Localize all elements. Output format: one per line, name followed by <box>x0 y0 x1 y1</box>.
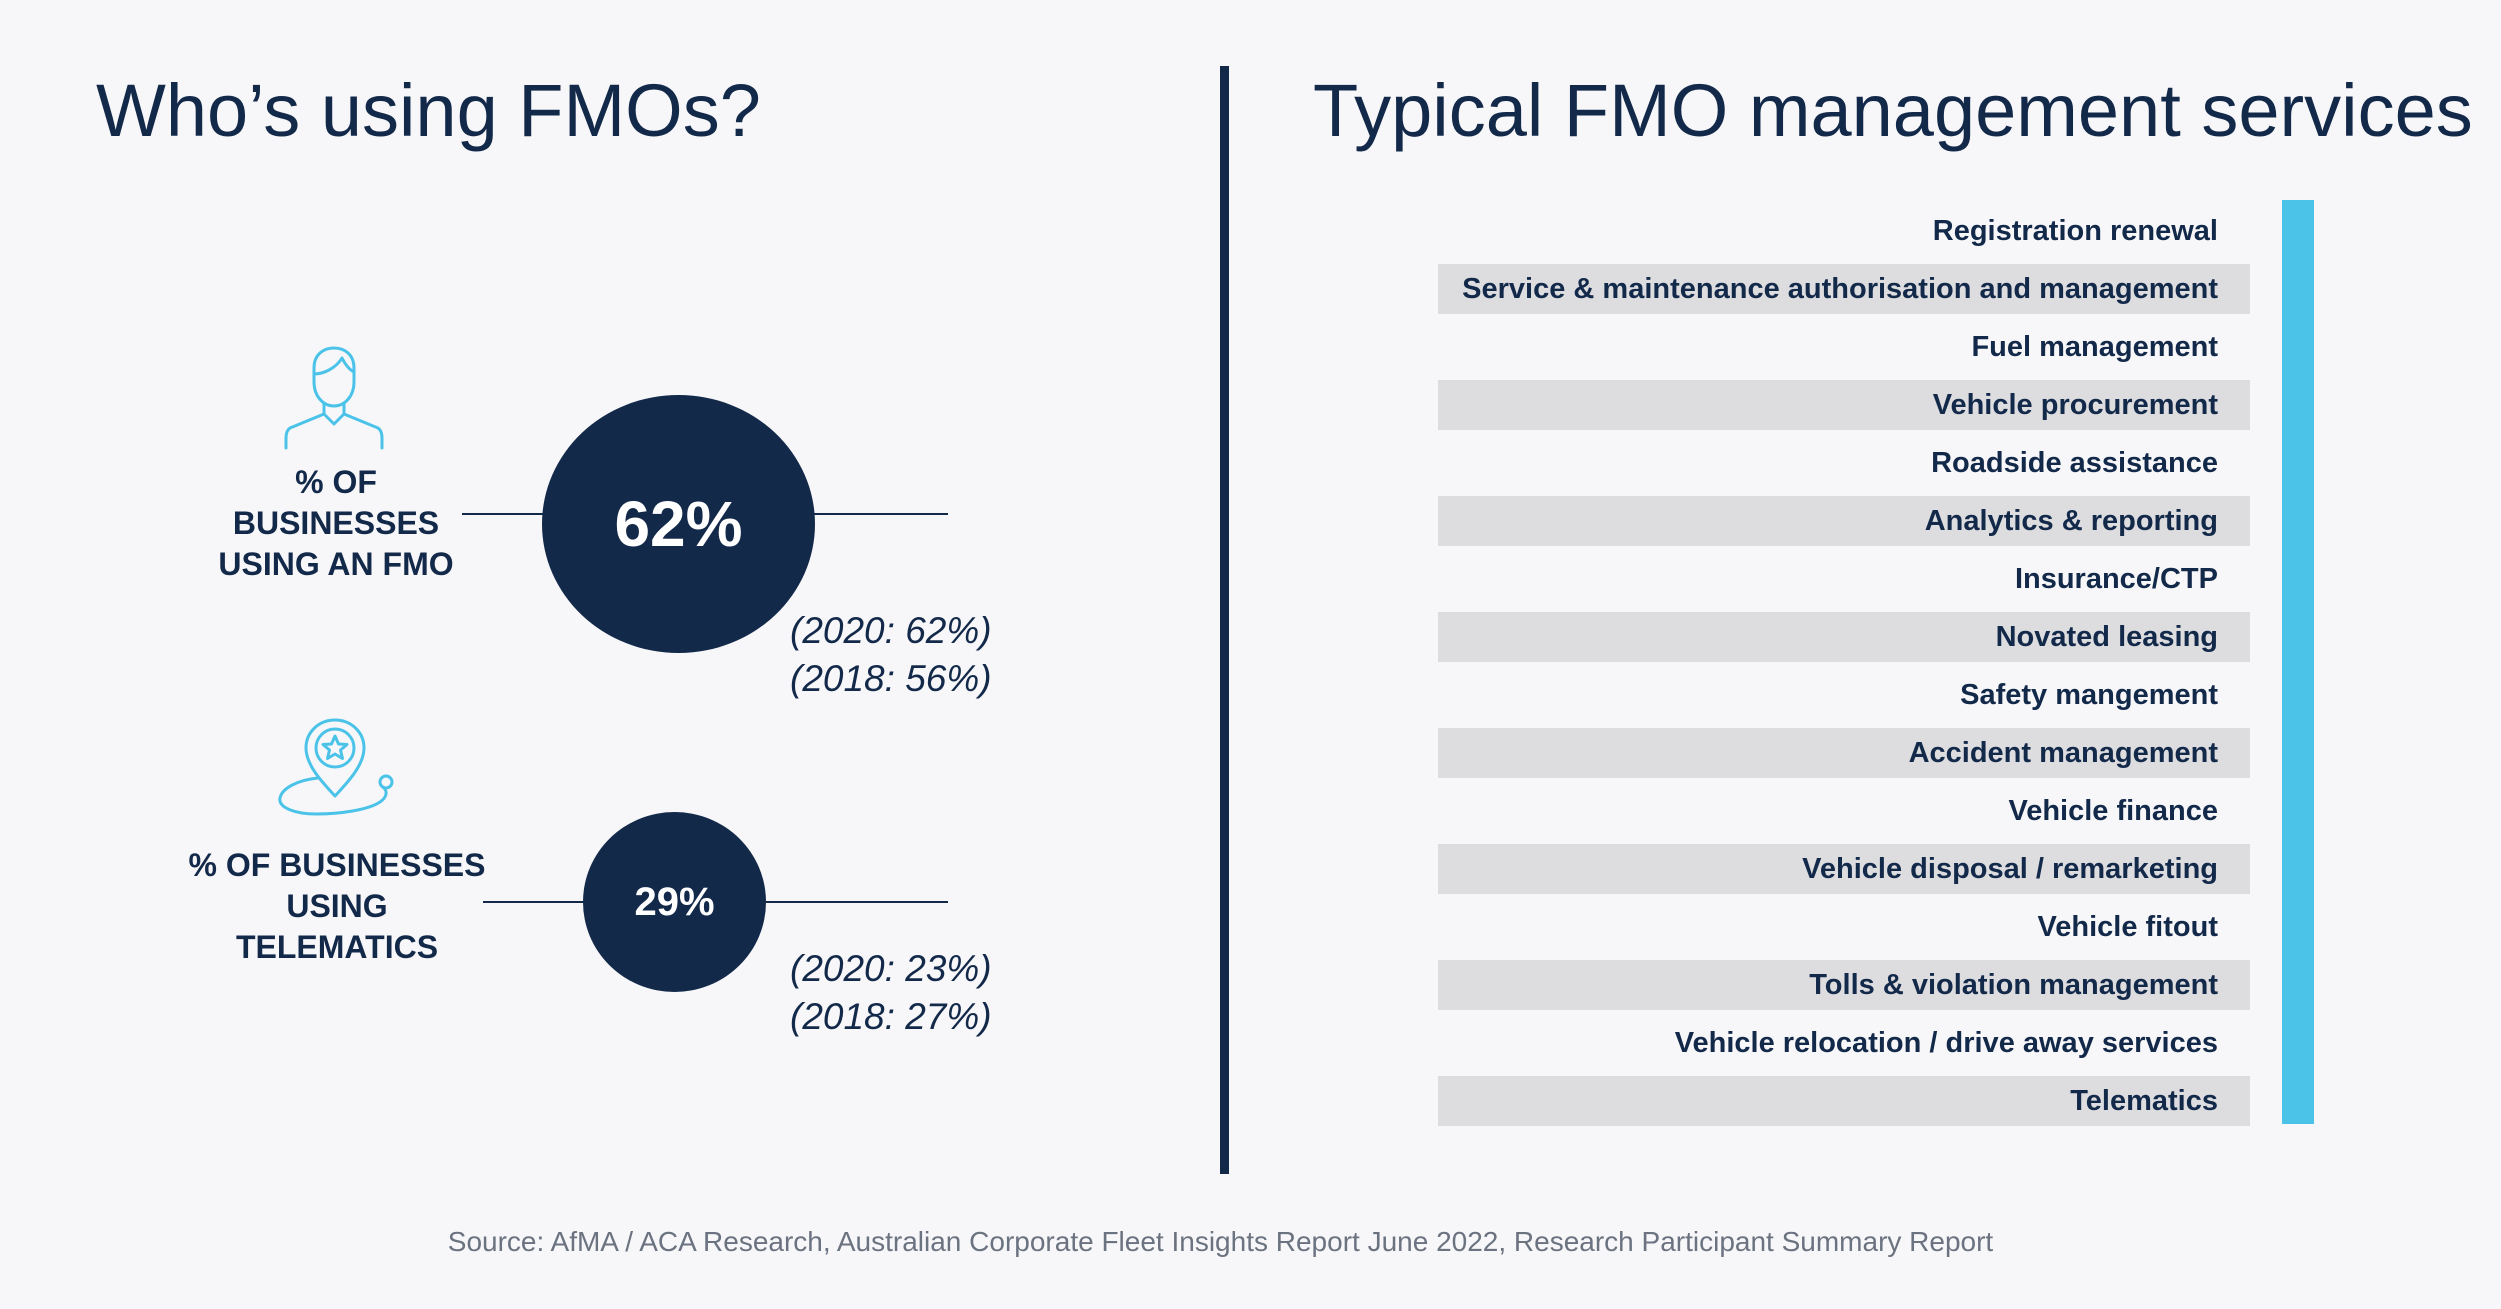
connector-line <box>762 901 948 903</box>
service-item: Novated leasing <box>1438 612 2250 662</box>
fmo-usage-label: % OF BUSINESSES USING AN FMO <box>196 462 476 585</box>
service-item: Vehicle disposal / remarketing <box>1438 844 2250 894</box>
right-panel-title: Typical FMO management services <box>1313 69 2473 152</box>
left-panel-title: Who’s using FMOs? <box>96 69 761 152</box>
service-item: Service & maintenance authorisation and … <box>1438 264 2250 314</box>
history-value: (2020: 23%) <box>790 948 992 989</box>
fmo-usage-label-line: BUSINESSES <box>232 505 440 541</box>
panel-divider <box>1220 66 1229 1174</box>
service-item: Accident management <box>1438 728 2250 778</box>
connector-line <box>810 513 948 515</box>
person-icon <box>284 346 384 450</box>
telematics-usage-label-line: USING <box>286 888 388 924</box>
service-item: Telematics <box>1438 1076 2250 1126</box>
service-item: Vehicle finance <box>2008 794 2218 827</box>
service-item: Insurance/CTP <box>2014 562 2218 595</box>
accent-bar <box>2282 200 2314 1124</box>
fmo-usage-value: 62% <box>614 488 743 560</box>
fmo-usage-label-line: % OF <box>295 464 377 500</box>
service-item: Fuel management <box>1971 330 2218 363</box>
service-item: Analytics & reporting <box>1438 496 2250 546</box>
connector-line <box>462 513 547 515</box>
fmo-usage-value-circle: 62% <box>542 395 815 653</box>
source-citation: Source: AfMA / ACA Research, Australian … <box>447 1226 1994 1257</box>
service-item: Vehicle fitout <box>2037 910 2218 943</box>
history-value: (2020: 62%) <box>790 610 992 651</box>
fmo-usage-history: (2020: 62%) (2018: 56%) <box>790 607 992 703</box>
service-item: Tolls & violation management <box>1438 960 2250 1010</box>
telematics-usage-label-line: TELEMATICS <box>235 929 439 965</box>
service-item: Roadside assistance <box>1931 446 2218 479</box>
telematics-usage-label: % OF BUSINESSES USING TELEMATICS <box>172 845 502 968</box>
telematics-usage-history: (2020: 23%) (2018: 27%) <box>790 945 992 1041</box>
telematics-usage-value: 29% <box>634 879 715 924</box>
service-item: Vehicle procurement <box>1438 380 2250 430</box>
fmo-usage-label-line: USING AN FMO <box>218 546 454 582</box>
service-item: Safety mangement <box>1960 678 2218 711</box>
service-item: Vehicle relocation / drive away services <box>1674 1026 2218 1059</box>
location-pin-star-icon <box>276 718 394 816</box>
service-item: Registration renewal <box>1932 214 2218 247</box>
telematics-usage-label-line: % OF BUSINESSES <box>188 847 486 883</box>
telematics-usage-value-circle: 29% <box>583 812 766 992</box>
history-value: (2018: 27%) <box>790 996 992 1037</box>
history-value: (2018: 56%) <box>790 658 992 699</box>
services-list: Registration renewal Service & maintenan… <box>1438 206 2250 1134</box>
connector-line <box>483 901 587 903</box>
